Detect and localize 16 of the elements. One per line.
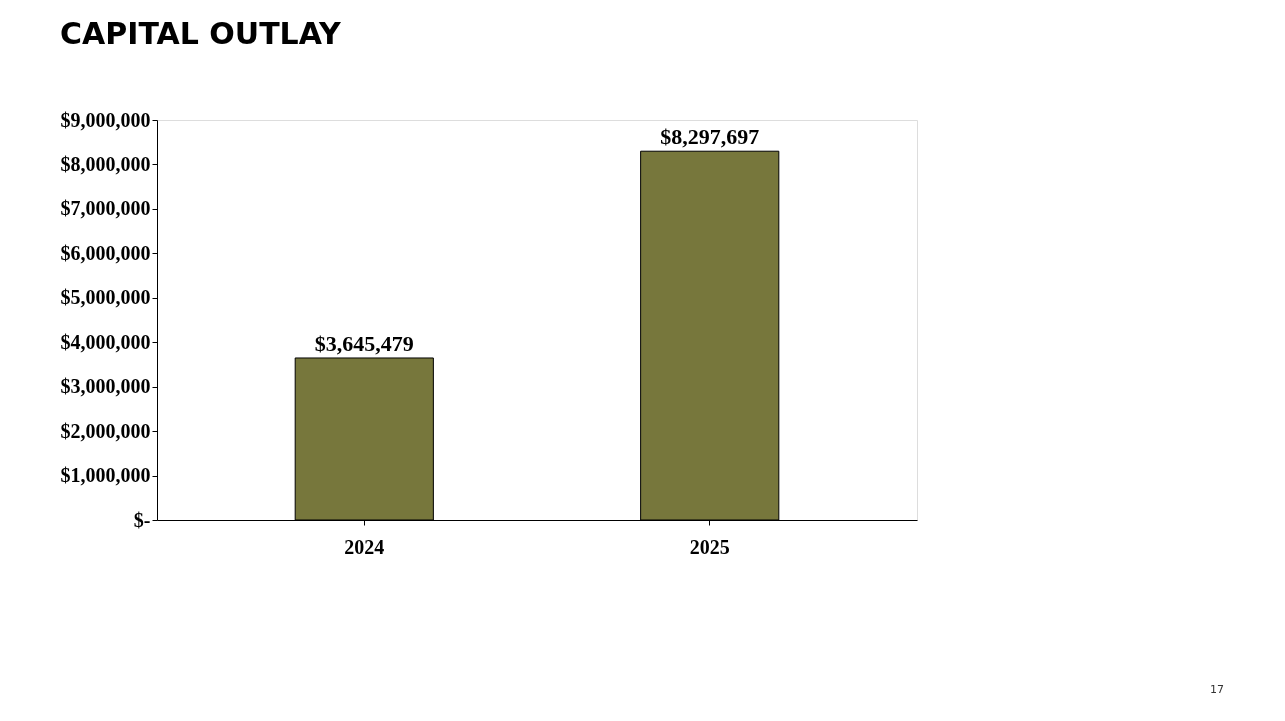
- y-tick-label: $6,000,000: [60, 241, 151, 264]
- y-tick-label: $8,000,000: [60, 152, 151, 175]
- text: 17: [1210, 683, 1224, 696]
- y-tick-label: $4,000,000: [60, 330, 151, 353]
- y-tick-label: $3,000,000: [60, 375, 151, 398]
- y-tick-label: $-: [133, 508, 151, 531]
- chart-title: CAPITAL OUTLAY: [60, 16, 343, 51]
- y-tick-label: $1,000,000: [60, 464, 151, 487]
- data-label: $3,645,479: [314, 330, 414, 356]
- y-tick-label: $5,000,000: [60, 286, 151, 309]
- x-tick-label: 2025: [689, 535, 730, 558]
- data-label: $8,297,697: [660, 124, 760, 150]
- x-tick-label: 2024: [344, 535, 385, 558]
- y-tick-label: $2,000,000: [60, 419, 151, 442]
- y-tick-label: $9,000,000: [60, 108, 151, 131]
- y-tick-label: $7,000,000: [60, 197, 151, 220]
